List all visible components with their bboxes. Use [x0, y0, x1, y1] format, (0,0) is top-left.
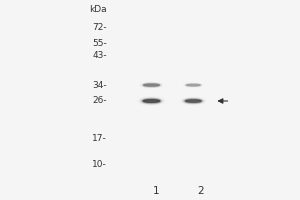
Text: 1: 1 [153, 186, 159, 196]
Ellipse shape [142, 98, 161, 104]
Ellipse shape [179, 97, 208, 105]
Ellipse shape [142, 83, 161, 87]
Ellipse shape [182, 98, 205, 104]
Text: 34-: 34- [92, 81, 107, 90]
Text: 55-: 55- [92, 39, 107, 48]
Text: 72-: 72- [92, 23, 107, 32]
Ellipse shape [139, 97, 164, 105]
Text: 26-: 26- [92, 96, 107, 105]
Ellipse shape [143, 100, 160, 102]
Ellipse shape [184, 99, 203, 103]
Ellipse shape [180, 97, 206, 105]
Ellipse shape [139, 82, 164, 88]
Ellipse shape [183, 98, 204, 104]
Text: 43-: 43- [92, 51, 107, 60]
Ellipse shape [140, 82, 163, 88]
Ellipse shape [186, 84, 200, 86]
Ellipse shape [140, 98, 163, 104]
Ellipse shape [136, 96, 166, 106]
Text: 2: 2 [197, 186, 204, 196]
Ellipse shape [138, 97, 165, 105]
Text: 10-: 10- [92, 160, 107, 169]
Ellipse shape [143, 83, 160, 87]
Ellipse shape [143, 99, 160, 103]
Ellipse shape [182, 83, 204, 88]
Ellipse shape [184, 83, 203, 87]
Text: 17-: 17- [92, 134, 107, 143]
Ellipse shape [185, 100, 201, 102]
Ellipse shape [181, 82, 206, 88]
Ellipse shape [185, 99, 202, 103]
Ellipse shape [185, 84, 201, 87]
Ellipse shape [137, 81, 166, 89]
Ellipse shape [144, 84, 159, 86]
Text: kDa: kDa [89, 5, 107, 14]
